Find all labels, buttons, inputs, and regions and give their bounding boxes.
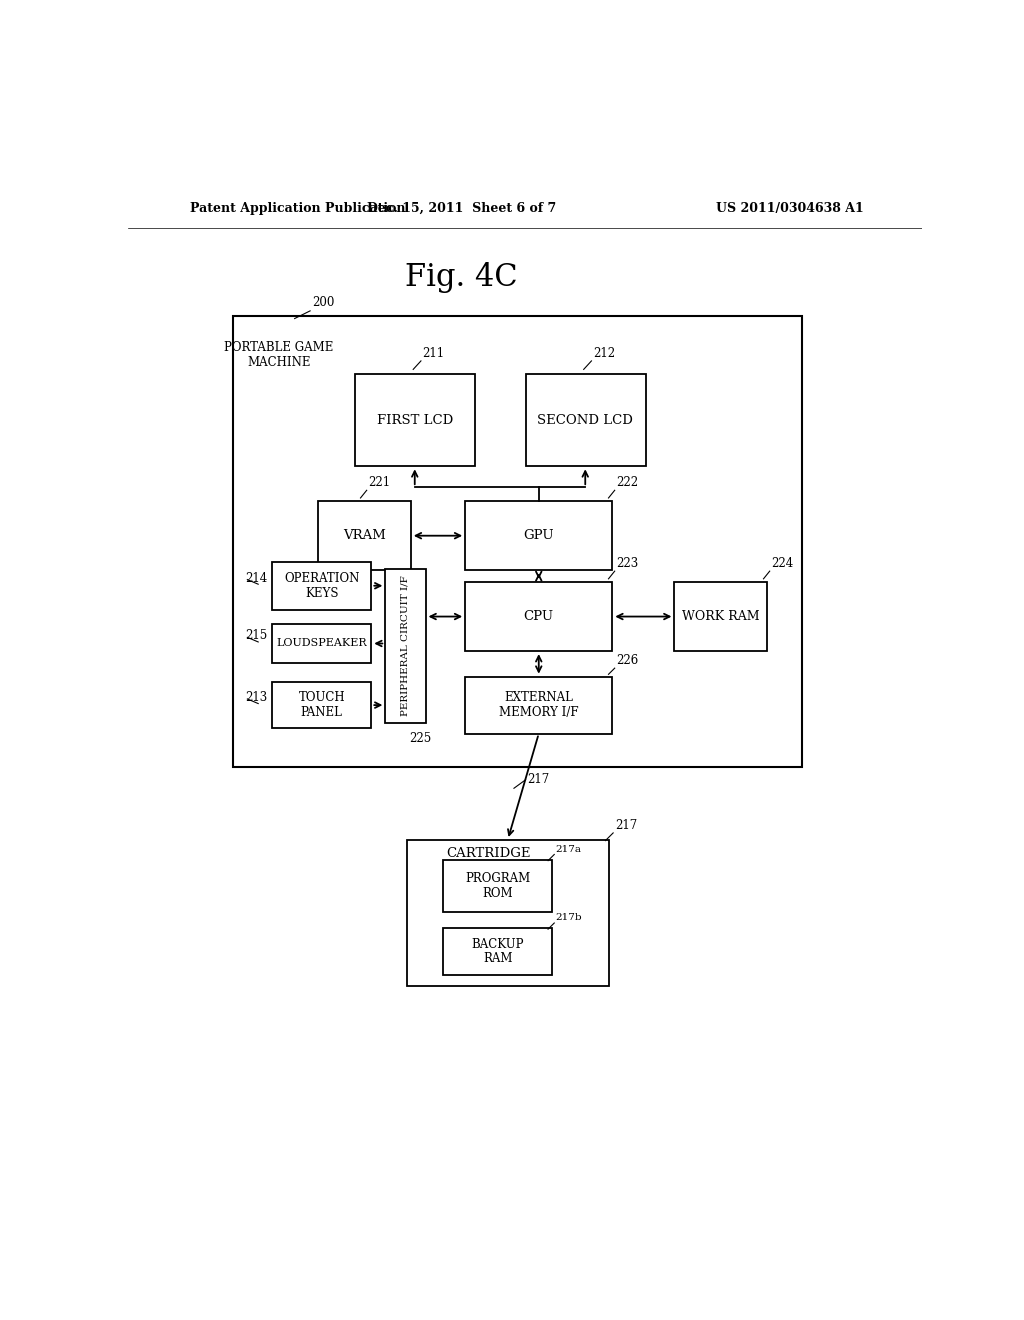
Bar (272, 562, 372, 610)
Text: GPU: GPU (523, 529, 554, 543)
Text: 225: 225 (410, 733, 431, 744)
Text: 222: 222 (616, 477, 638, 490)
Text: WORK RAM: WORK RAM (682, 610, 760, 623)
Text: 221: 221 (369, 477, 390, 490)
Text: LOUDSPEAKER: LOUDSPEAKER (276, 639, 367, 648)
Text: OPERATION
KEYS: OPERATION KEYS (284, 572, 359, 599)
Text: BACKUP
RAM: BACKUP RAM (471, 937, 524, 965)
Text: Fig. 4C: Fig. 4C (404, 263, 517, 293)
Bar (317, 502, 411, 570)
Bar (465, 582, 612, 651)
Text: PORTABLE GAME
MACHINE: PORTABLE GAME MACHINE (224, 341, 334, 368)
Bar (525, 374, 646, 466)
Bar (232, 317, 802, 767)
Text: 212: 212 (593, 347, 615, 360)
Text: EXTERNAL
MEMORY I/F: EXTERNAL MEMORY I/F (499, 692, 579, 719)
Text: PROGRAM
ROM: PROGRAM ROM (465, 873, 530, 900)
Bar (355, 374, 475, 466)
Bar (272, 682, 372, 729)
Text: SECOND LCD: SECOND LCD (538, 413, 633, 426)
Text: PERIPHERAL CIRCUIT I/F: PERIPHERAL CIRCUIT I/F (401, 576, 410, 717)
Bar (675, 582, 767, 651)
Text: CARTRIDGE: CARTRIDGE (446, 847, 530, 861)
Text: 213: 213 (245, 690, 267, 704)
Text: 226: 226 (616, 655, 639, 668)
Text: 217: 217 (614, 820, 637, 832)
Bar (465, 677, 612, 734)
Text: 217: 217 (527, 772, 549, 785)
Text: VRAM: VRAM (343, 529, 386, 543)
Bar (407, 840, 608, 986)
Text: Patent Application Publication: Patent Application Publication (190, 202, 406, 215)
Text: 223: 223 (616, 557, 639, 570)
Text: 217a: 217a (556, 845, 582, 854)
Text: 200: 200 (312, 296, 335, 309)
Bar (443, 928, 552, 974)
Text: Dec. 15, 2011  Sheet 6 of 7: Dec. 15, 2011 Sheet 6 of 7 (367, 202, 556, 215)
Text: CPU: CPU (523, 610, 554, 623)
Bar (385, 569, 426, 723)
Text: 215: 215 (245, 630, 267, 643)
Text: 224: 224 (771, 557, 794, 570)
Bar (272, 624, 372, 663)
Text: 214: 214 (245, 572, 267, 585)
Text: US 2011/0304638 A1: US 2011/0304638 A1 (717, 202, 864, 215)
Text: 217b: 217b (556, 913, 583, 923)
Text: FIRST LCD: FIRST LCD (377, 413, 453, 426)
Text: TOUCH
PANEL: TOUCH PANEL (298, 692, 345, 719)
Text: 211: 211 (423, 347, 444, 360)
Bar (465, 502, 612, 570)
Bar (443, 859, 552, 912)
